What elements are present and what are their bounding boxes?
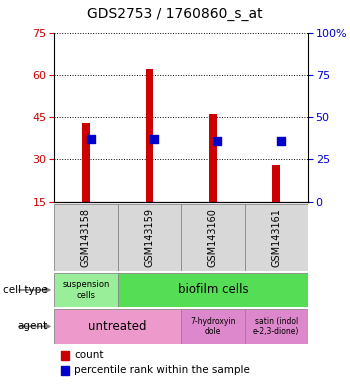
Bar (118, 204, 181, 271)
Bar (245, 309, 308, 344)
Bar (61, 366, 69, 375)
Bar (181, 204, 245, 271)
Point (151, 136, 157, 142)
Text: GSM143160: GSM143160 (208, 208, 218, 266)
Bar (54, 309, 181, 344)
Text: GSM143158: GSM143158 (81, 208, 91, 266)
Bar (61, 351, 69, 359)
Point (278, 138, 284, 144)
Point (88, 136, 93, 142)
Text: satin (indol
e-2,3-dione): satin (indol e-2,3-dione) (253, 317, 300, 336)
Bar (118, 273, 308, 307)
Text: count: count (74, 350, 104, 360)
Bar (181, 309, 245, 344)
Text: biofilm cells: biofilm cells (177, 283, 248, 296)
Text: 7-hydroxyin
dole: 7-hydroxyin dole (190, 317, 236, 336)
Text: cell type: cell type (3, 285, 47, 295)
Text: GDS2753 / 1760860_s_at: GDS2753 / 1760860_s_at (87, 7, 263, 21)
Bar (146, 69, 153, 202)
Text: percentile rank within the sample: percentile rank within the sample (74, 366, 250, 376)
Bar (245, 204, 308, 271)
Point (215, 138, 220, 144)
Bar (209, 114, 217, 202)
Text: untreated: untreated (89, 320, 147, 333)
Text: GSM143161: GSM143161 (271, 208, 281, 266)
Bar (54, 273, 118, 307)
Bar (82, 123, 90, 202)
Bar (273, 165, 280, 202)
Text: agent: agent (17, 321, 47, 331)
Text: suspension
cells: suspension cells (62, 280, 110, 300)
Bar (54, 204, 118, 271)
Text: GSM143159: GSM143159 (145, 208, 154, 266)
